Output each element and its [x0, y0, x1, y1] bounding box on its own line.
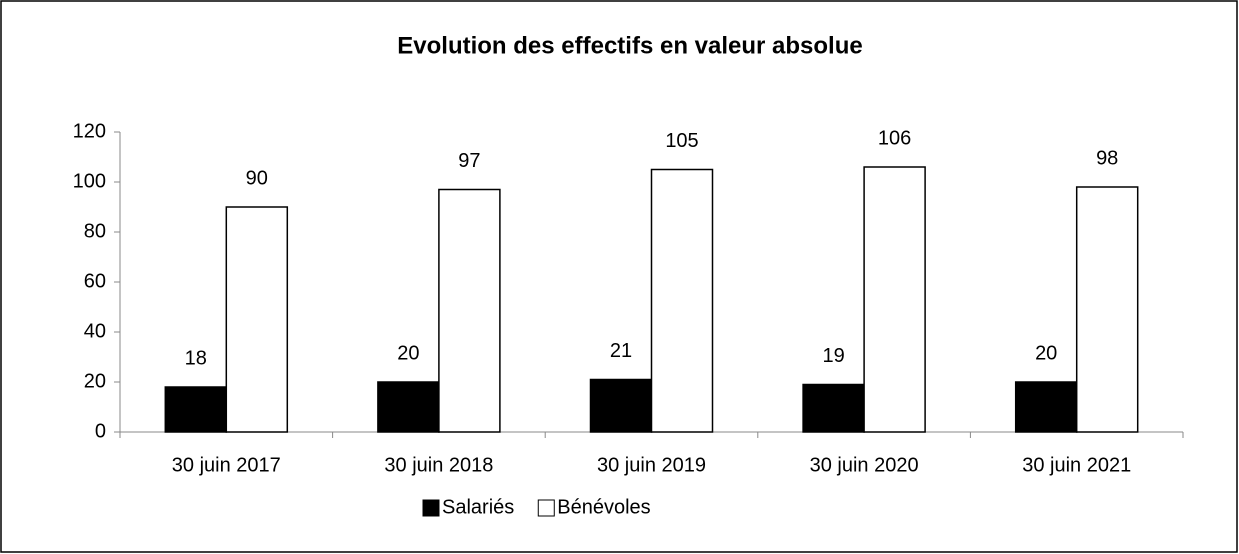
data-label: 20: [1035, 342, 1057, 364]
bar: [1075, 186, 1139, 433]
legend-label: Bénévoles: [557, 496, 650, 518]
y-tick-label: 80: [84, 220, 106, 242]
bar: [589, 378, 653, 433]
y-tick-label: 0: [95, 420, 106, 442]
data-label: 19: [822, 345, 844, 367]
data-label: 105: [665, 130, 698, 152]
data-label: 90: [246, 167, 268, 189]
x-tick-label: 30 juin 2018: [384, 454, 493, 476]
legend-swatch: [422, 499, 440, 517]
bar: [863, 166, 926, 433]
x-tick-label: 30 juin 2021: [1022, 454, 1131, 476]
data-label: 20: [397, 342, 419, 364]
data-label: 21: [610, 340, 632, 362]
y-tick-label: 40: [84, 320, 106, 342]
y-tick-label: 120: [73, 120, 106, 142]
bar: [377, 381, 440, 433]
bar: [438, 188, 501, 433]
data-label: 18: [185, 347, 207, 369]
y-tick-label: 100: [73, 170, 106, 192]
data-label: 106: [878, 127, 911, 149]
bar: [802, 383, 865, 433]
legend-label: Salariés: [442, 496, 514, 518]
data-label: 98: [1096, 147, 1118, 169]
legend-swatch: [537, 499, 555, 517]
bar: [1014, 381, 1078, 433]
data-label: 97: [458, 150, 480, 172]
x-tick-label: 30 juin 2017: [172, 454, 281, 476]
bar: [164, 386, 228, 433]
bar: [225, 206, 289, 433]
chart-title: Evolution des effectifs en valeur absolu…: [397, 32, 862, 59]
y-tick-label: 20: [84, 370, 106, 392]
x-tick-label: 30 juin 2020: [810, 454, 919, 476]
y-tick-label: 60: [84, 270, 106, 292]
x-tick-label: 30 juin 2019: [597, 454, 706, 476]
bar: [650, 168, 714, 433]
